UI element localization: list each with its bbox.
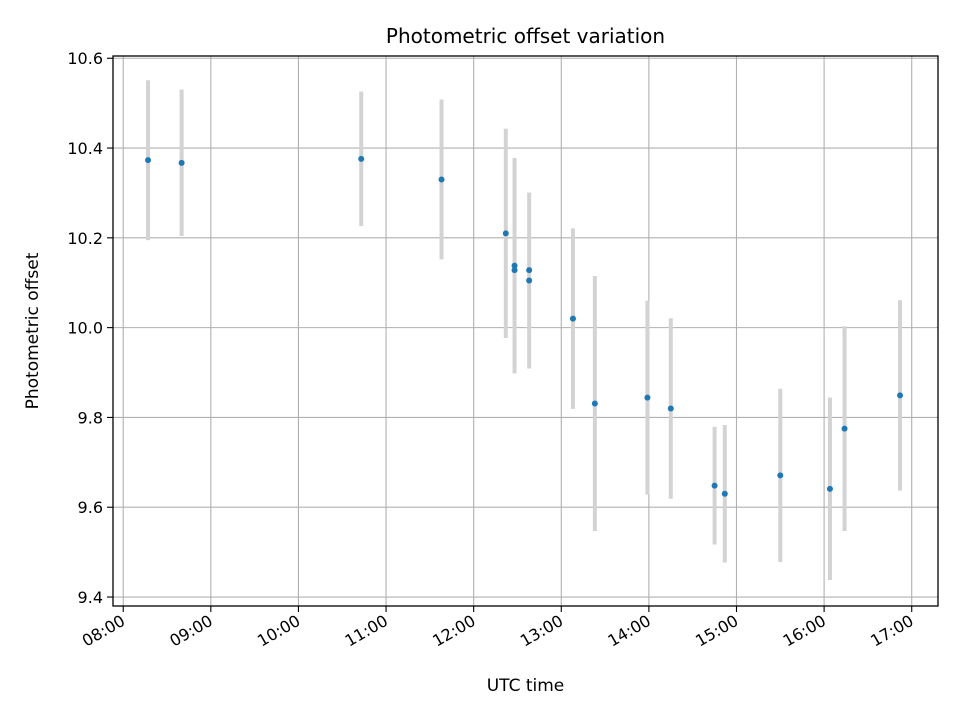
chart-title: Photometric offset variation xyxy=(386,24,665,48)
data-point xyxy=(178,159,185,166)
grid-lines xyxy=(113,56,938,606)
data-point xyxy=(569,315,576,322)
data-point xyxy=(526,277,533,284)
data-point xyxy=(511,267,518,274)
y-tick-label: 9.6 xyxy=(78,498,103,517)
data-point xyxy=(511,262,518,269)
data-point xyxy=(826,485,833,492)
plot-frame xyxy=(112,55,939,607)
data-point xyxy=(358,155,365,162)
y-axis-ticks: 9.4 9.6 9.8 10.0 10.2 10.4 10.6 xyxy=(67,49,113,607)
y-tick-label: 9.4 xyxy=(78,588,103,607)
data-point xyxy=(145,157,152,164)
data-point xyxy=(711,482,718,489)
y-tick-label: 10.4 xyxy=(67,139,103,158)
x-axis-label: UTC time xyxy=(487,676,565,696)
y-tick-label: 9.8 xyxy=(78,408,103,427)
y-axis-label: Photometric offset xyxy=(23,252,43,409)
data-point xyxy=(438,176,445,183)
data-point xyxy=(777,472,784,479)
y-tick-label: 10.0 xyxy=(67,319,103,338)
data-point xyxy=(502,230,509,237)
data-point xyxy=(721,490,728,497)
data-point xyxy=(526,267,533,274)
data-point xyxy=(897,392,904,399)
data-point xyxy=(644,394,651,401)
data-point xyxy=(667,405,674,412)
data-point xyxy=(591,400,598,407)
y-tick-label: 10.2 xyxy=(67,229,103,248)
y-tick-label: 10.6 xyxy=(67,49,103,68)
data-point xyxy=(841,425,848,432)
data-points xyxy=(145,155,904,497)
